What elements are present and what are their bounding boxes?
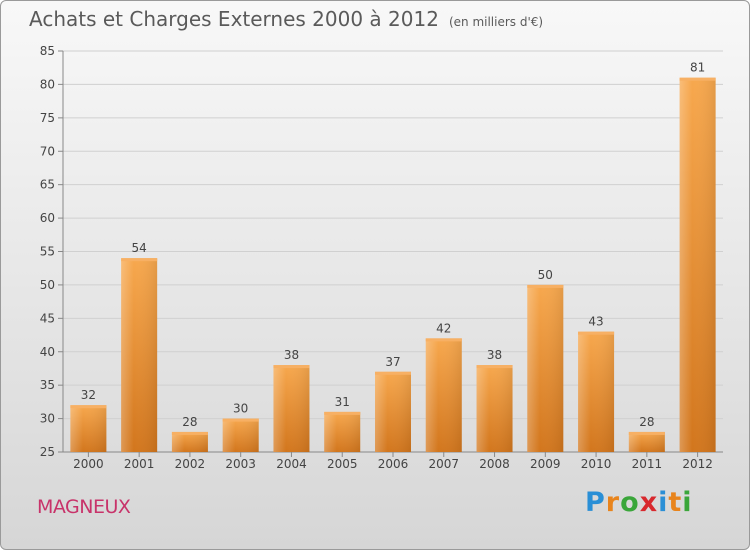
data-label: 42	[436, 321, 451, 335]
bar-top	[171, 431, 208, 435]
logo-letter: i	[658, 487, 669, 518]
data-label: 31	[335, 395, 350, 409]
logo-letter: P	[585, 487, 606, 518]
y-tick-label: 65	[40, 178, 55, 192]
bar-shading	[578, 331, 615, 452]
chart-title: Achats et Charges Externes 2000 à 2012 (e…	[29, 7, 543, 31]
data-label: 30	[233, 402, 248, 416]
x-tick-label: 2003	[225, 457, 256, 471]
x-tick-label: 2004	[276, 457, 307, 471]
y-tick-label: 35	[40, 378, 55, 392]
bar-top	[476, 365, 513, 369]
y-tick-label: 30	[40, 412, 55, 426]
data-label: 50	[538, 268, 553, 282]
data-label: 54	[132, 241, 147, 255]
logo-letter: i	[682, 487, 693, 518]
y-tick-label: 60	[40, 211, 55, 225]
data-label: 32	[81, 388, 96, 402]
logo-letter: r	[605, 487, 621, 518]
bar-top	[324, 411, 361, 415]
y-tick-label: 50	[40, 278, 55, 292]
bar-shading	[375, 371, 411, 452]
bar-shading	[527, 284, 564, 452]
bar-shading	[273, 365, 310, 452]
x-tick-label: 2012	[682, 457, 713, 471]
logo-letter: t	[668, 487, 683, 518]
bar-shading	[70, 405, 107, 452]
bar-shading	[476, 365, 513, 452]
logo-letter: o	[620, 487, 640, 518]
y-tick-label: 70	[40, 144, 55, 158]
chart-title-text: Achats et Charges Externes 2000 à 2012	[29, 7, 439, 31]
bar-shading	[222, 418, 259, 452]
x-tick-label: 2011	[632, 457, 663, 471]
data-label: 81	[690, 61, 705, 75]
x-tick-label: 2005	[327, 457, 358, 471]
data-label: 28	[639, 415, 654, 429]
y-tick-label: 40	[40, 345, 55, 359]
bar-top	[273, 365, 310, 369]
bar-top	[578, 331, 615, 335]
bar-shading	[628, 431, 665, 452]
x-tick-label: 2002	[175, 457, 206, 471]
logo-letter: x	[639, 487, 659, 518]
data-label: 38	[487, 348, 502, 362]
data-label: 37	[385, 355, 400, 369]
data-label: 43	[588, 315, 603, 329]
bars	[70, 77, 716, 452]
x-tick-label: 2010	[581, 457, 612, 471]
bar-top	[425, 338, 462, 342]
y-tick-label: 85	[40, 44, 55, 58]
x-tick-label: 2006	[378, 457, 409, 471]
bar-top	[70, 405, 107, 409]
bar-shading	[679, 77, 716, 452]
x-tick-label: 2000	[73, 457, 104, 471]
commune-name: MAGNEUX	[37, 496, 131, 518]
bar-top	[375, 371, 411, 375]
data-label: 28	[182, 415, 197, 429]
bar-top	[679, 77, 716, 81]
proxiti-logo: Proxiti	[585, 487, 693, 518]
bar-shading	[425, 338, 462, 452]
x-tick-label: 2008	[479, 457, 510, 471]
x-tick-label: 2007	[428, 457, 459, 471]
x-tick-label: 2001	[124, 457, 155, 471]
bar-shading	[171, 431, 208, 452]
y-tick-label: 80	[40, 77, 55, 91]
bar-top	[628, 431, 665, 435]
data-label: 38	[284, 348, 299, 362]
bar-top	[527, 284, 564, 288]
y-tick-label: 45	[40, 311, 55, 325]
bar-top	[121, 258, 158, 262]
x-tick-label: 2009	[530, 457, 561, 471]
chart-unit-subtitle: (en milliers d'€)	[448, 15, 544, 29]
labels: 25 30 35 40 45 50 55 60 65 70 75 80 85 32 2000 54 2001 28…	[40, 44, 713, 471]
y-tick-label: 55	[40, 245, 55, 259]
y-tick-label: 25	[40, 445, 55, 459]
bar-shading	[324, 411, 361, 452]
y-tick-label: 75	[40, 111, 55, 125]
bar-shading	[121, 258, 158, 452]
bar-top	[222, 418, 259, 422]
